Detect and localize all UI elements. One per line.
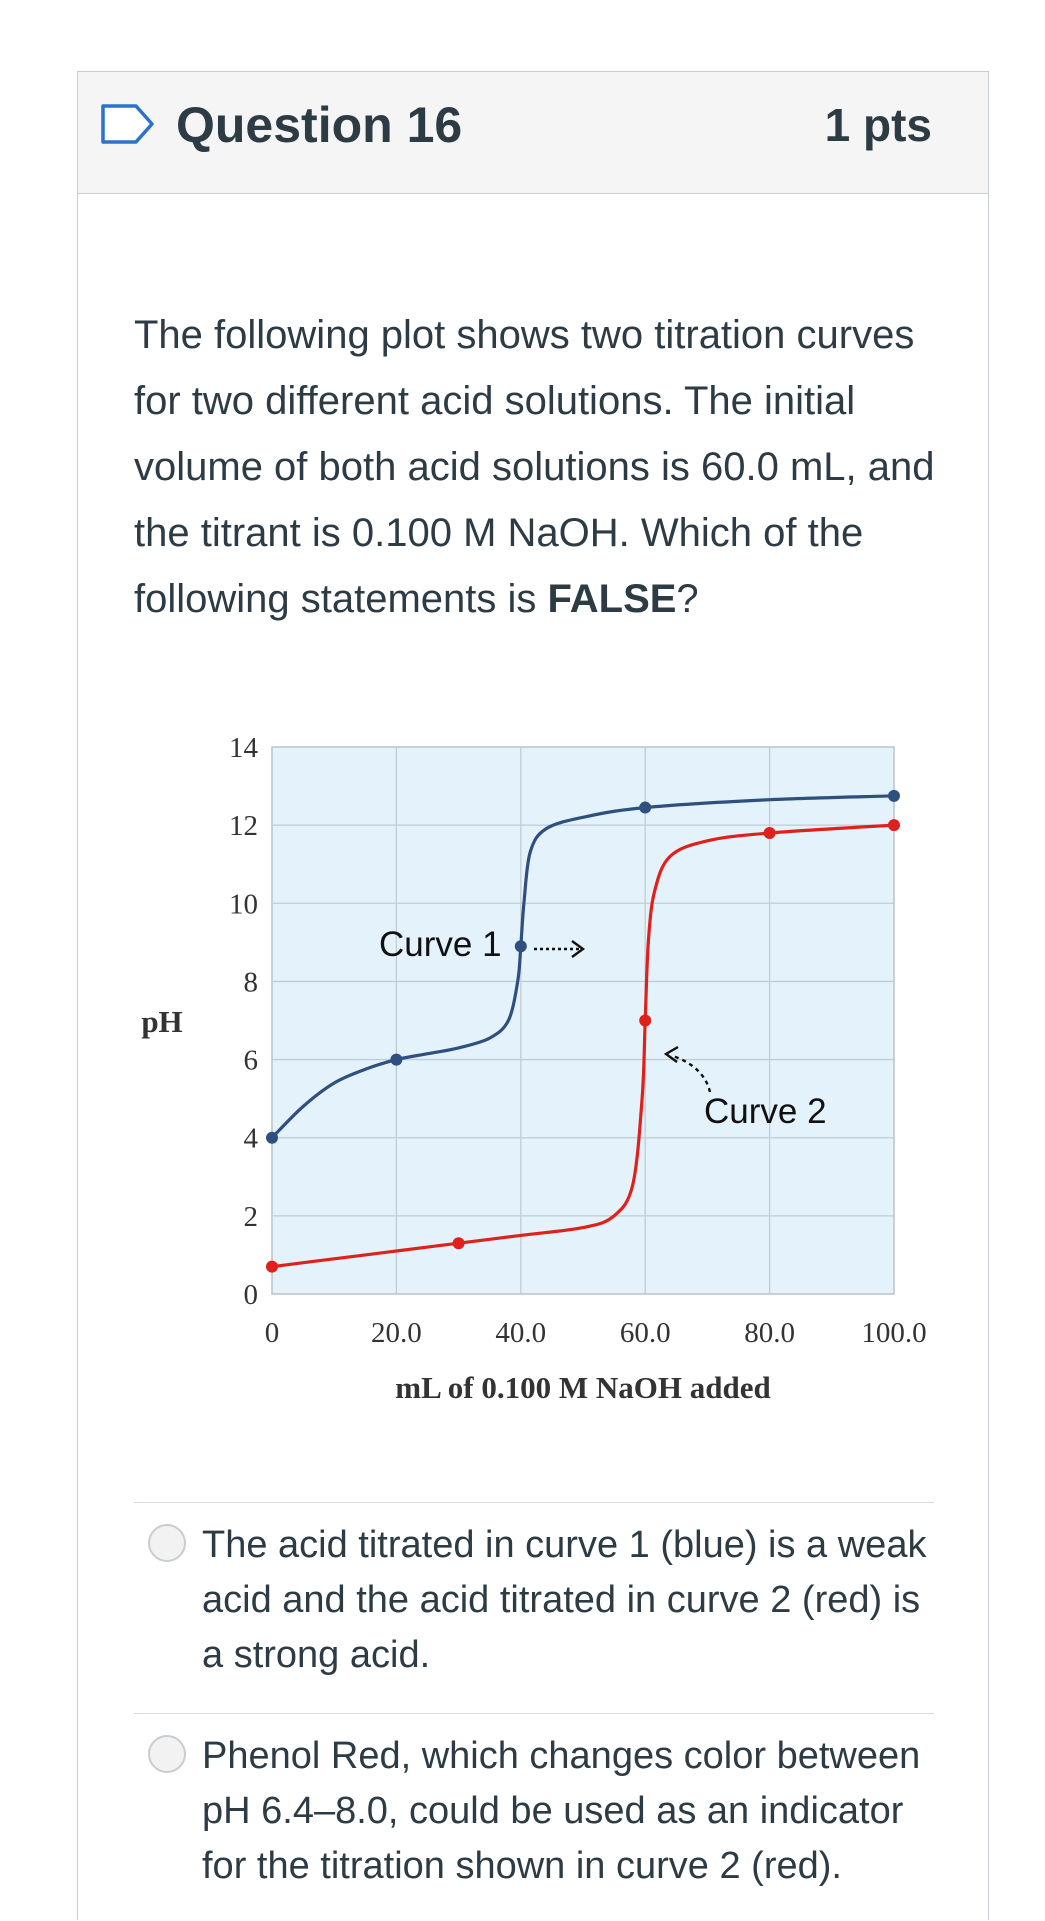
x-tick-label: 100.0: [861, 1317, 926, 1349]
curve-2-point: [888, 819, 900, 832]
curve-1-line: [270, 794, 895, 1139]
y-tick-label: 4: [244, 1123, 259, 1155]
y-tick-label: 0: [244, 1279, 259, 1311]
curve-2-line: [271, 823, 895, 1269]
answer-radio-1[interactable]: [148, 1524, 186, 1562]
bookmark-flag-icon[interactable]: [100, 103, 156, 145]
answer-text-1: The acid titrated in curve 1 (blue) is a…: [202, 1524, 927, 1676]
plot-area: [271, 746, 895, 1295]
curve-2-annotation: Curve 2: [704, 1092, 827, 1131]
answer-divider: [134, 1502, 934, 1503]
y-tick-label: 2: [244, 1201, 259, 1233]
question-points: 1 pts: [824, 99, 932, 151]
question-header: Question 16 1 pts: [78, 72, 988, 194]
titration-chart-svg: 0 2 4 6 8 10 12 14 0 20.0 40.0 60.0 80.0 100.0 pH mL of…: [141, 732, 926, 1405]
curve-1-point: [390, 1053, 403, 1066]
question-text: The following plot shows two titration c…: [134, 302, 954, 632]
y-tick-label: 12: [229, 810, 258, 842]
answer-text-2: Phenol Red, which changes color between …: [202, 1735, 921, 1887]
curve-2-point: [639, 1014, 652, 1027]
question-text-emphasis: FALSE: [547, 577, 677, 621]
y-tick-label: 10: [229, 888, 258, 920]
x-tick-label: 20.0: [371, 1317, 422, 1349]
question-card: Question 16 1 pts The following plot sho…: [77, 71, 989, 1920]
question-title: Question 16: [176, 97, 463, 153]
curve-1-point: [888, 789, 900, 802]
x-tick-label: 80.0: [744, 1317, 795, 1349]
curve-2-point: [266, 1260, 278, 1273]
answer-divider: [134, 1713, 934, 1714]
answer-radio-2[interactable]: [148, 1735, 186, 1773]
curve-2-point: [452, 1237, 465, 1250]
x-tick-label: 60.0: [620, 1317, 671, 1349]
x-axis-title: mL of 0.100 M NaOH added: [395, 1370, 770, 1405]
y-tick-label: 14: [229, 732, 259, 764]
curve-2-arrow-line: [672, 1054, 712, 1093]
question-text-main: The following plot shows two titration c…: [134, 313, 935, 621]
question-text-end: ?: [676, 577, 699, 621]
curve-1-point: [514, 940, 527, 953]
curve-1-point: [266, 1131, 278, 1144]
y-tick-label: 6: [244, 1045, 259, 1077]
y-tick-label: 8: [244, 966, 259, 998]
x-tick-label: 0: [265, 1317, 280, 1349]
y-axis-title: pH: [141, 1004, 182, 1039]
curve-1-arrowhead: [571, 940, 586, 958]
curve-1-annotation: Curve 1: [379, 925, 502, 964]
x-tick-label: 40.0: [495, 1317, 546, 1349]
curve-2-arrowhead: [663, 1045, 679, 1063]
curve-2-point: [763, 826, 776, 839]
curve-1-point: [639, 801, 652, 814]
